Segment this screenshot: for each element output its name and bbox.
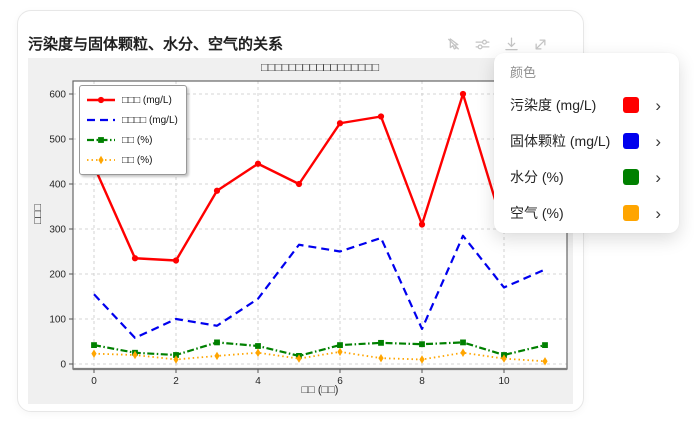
svg-text:100: 100 — [49, 315, 66, 326]
legend-entry: □□□ (mg/L) — [86, 90, 178, 110]
color-swatch[interactable] — [623, 169, 639, 185]
svg-text:4: 4 — [255, 376, 261, 387]
chevron-right-icon: › — [655, 131, 661, 151]
color-popup-item-label: 水分 (%) — [510, 169, 564, 185]
color-popup: 颜色 污染度 (mg/L) › 固体颗粒 (mg/L) › 水分 (%) › 空气 (%) › — [494, 53, 679, 233]
chart-figure: 0 100 200 300 400 500 600 0 2 4 6 8 10 □□□□□□□□□□□□□… — [28, 58, 573, 404]
svg-text:0: 0 — [60, 360, 66, 371]
svg-text:2: 2 — [173, 376, 179, 387]
toolbar — [444, 35, 550, 54]
chart-card: 污染度与固体颗粒、水分、空气的关系 — [17, 10, 584, 412]
svg-text:500: 500 — [49, 135, 66, 146]
color-popup-item[interactable]: 空气 (%) › — [494, 195, 679, 231]
color-popup-item[interactable]: 污染度 (mg/L) › — [494, 87, 679, 123]
chevron-right-icon: › — [655, 203, 661, 223]
color-popup-items: 污染度 (mg/L) › 固体颗粒 (mg/L) › 水分 (%) › 空气 (%) › — [494, 87, 679, 231]
color-swatch[interactable] — [623, 97, 639, 113]
color-swatch[interactable] — [623, 205, 639, 221]
chevron-right-icon: › — [655, 95, 661, 115]
color-popup-item[interactable]: 固体颗粒 (mg/L) › — [494, 123, 679, 159]
svg-text:600: 600 — [49, 90, 66, 101]
color-popup-item-label: 污染度 (mg/L) — [510, 97, 597, 113]
plot-title: □□□□□□□□□□□□□□□□□ — [260, 62, 380, 74]
color-popup-item-label: 固体颗粒 (mg/L) — [510, 133, 611, 149]
svg-text:400: 400 — [49, 180, 66, 191]
svg-text:6: 6 — [337, 376, 343, 387]
card-title: 污染度与固体颗粒、水分、空气的关系 — [28, 36, 284, 53]
y-axis-label: □□□ — [32, 204, 44, 224]
legend-label: □□ (%) — [122, 154, 153, 166]
download-icon[interactable] — [502, 35, 521, 54]
legend-label: □□□ (mg/L) — [122, 94, 172, 106]
x-axis-label: □□ (□□) — [301, 384, 339, 396]
legend-label: □□□□ (mg/L) — [122, 114, 178, 126]
svg-text:8: 8 — [419, 376, 425, 387]
color-popup-header: 颜色 — [510, 65, 537, 80]
plot-legend: □□□ (mg/L) □□□□ (mg/L) □□ (%) □□ (%) — [79, 85, 187, 175]
legend-entry: □□□□ (mg/L) — [86, 110, 178, 130]
legend-label: □□ (%) — [122, 134, 153, 146]
svg-text:10: 10 — [498, 376, 510, 387]
pointer-off-icon[interactable] — [444, 35, 463, 54]
legend-entry: □□ (%) — [86, 150, 178, 170]
color-popup-item-label: 空气 (%) — [510, 205, 564, 221]
color-swatch[interactable] — [623, 133, 639, 149]
color-popup-item[interactable]: 水分 (%) › — [494, 159, 679, 195]
svg-text:0: 0 — [91, 376, 97, 387]
chevron-right-icon: › — [655, 167, 661, 187]
expand-icon[interactable] — [531, 35, 550, 54]
card-header: 污染度与固体颗粒、水分、空气的关系 — [18, 11, 583, 59]
legend-entry: □□ (%) — [86, 130, 178, 150]
svg-text:200: 200 — [49, 270, 66, 281]
svg-text:300: 300 — [49, 225, 66, 236]
sliders-icon[interactable] — [473, 35, 492, 54]
